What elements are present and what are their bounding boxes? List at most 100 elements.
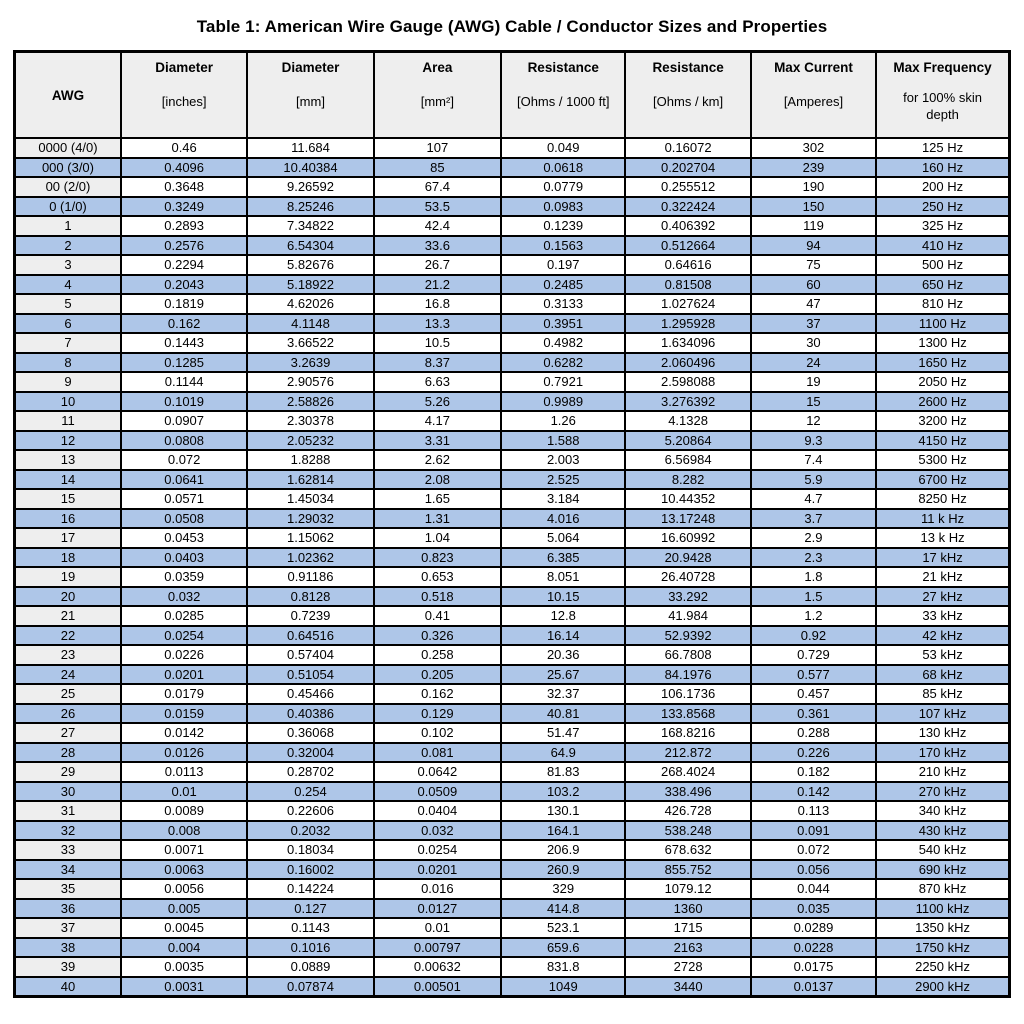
cell-resistance-km: 426.728 xyxy=(624,800,752,822)
cell-diameter-in: 0.032 xyxy=(119,585,249,607)
cell-resistance-km: 268.4024 xyxy=(624,761,752,783)
col-header-resistance-1000ft: Resistance [Ohms / 1000 ft] xyxy=(500,50,627,139)
cell-max-frequency: 125 Hz xyxy=(875,137,1011,159)
table-row: 18 0.0403 1.02362 0.823 6.385 20.9428 2.3 17 kH… xyxy=(13,546,1011,568)
cell-max-frequency: 270 kHz xyxy=(875,780,1011,802)
cell-max-current: 0.361 xyxy=(749,702,878,724)
cell-area: 0.258 xyxy=(372,644,503,666)
cell-diameter-mm: 4.1148 xyxy=(246,312,375,334)
table-row: 38 0.004 0.1016 0.00797 659.6 2163 0.0228 1750 … xyxy=(13,936,1011,958)
cell-diameter-in: 0.0907 xyxy=(119,410,249,432)
cell-resistance-1000ft: 2.525 xyxy=(500,468,627,490)
cell-diameter-mm: 0.254 xyxy=(246,780,375,802)
cell-max-frequency: 170 kHz xyxy=(875,741,1011,763)
cell-awg: 9 xyxy=(13,371,122,393)
cell-resistance-1000ft: 103.2 xyxy=(500,780,627,802)
cell-resistance-1000ft: 10.15 xyxy=(500,585,627,607)
col-header-resistance-km: Resistance [Ohms / km] xyxy=(624,50,752,139)
cell-resistance-1000ft: 0.2485 xyxy=(500,273,627,295)
cell-area: 0.0509 xyxy=(372,780,503,802)
col-header-unit: [Ohms / km] xyxy=(653,94,724,109)
header-row: AWG Diameter [inches] Diameter [mm] Area… xyxy=(13,50,1011,139)
cell-resistance-km: 338.496 xyxy=(624,780,752,802)
cell-max-frequency: 3200 Hz xyxy=(875,410,1011,432)
cell-max-current: 12 xyxy=(749,410,878,432)
cell-awg: 00 (2/0) xyxy=(13,176,122,198)
cell-max-frequency: 690 kHz xyxy=(875,858,1011,880)
cell-max-frequency: 5300 Hz xyxy=(875,449,1011,471)
table-row: 00 (2/0) 0.3648 9.26592 67.4 0.0779 0.255512 1… xyxy=(13,176,1011,198)
cell-resistance-1000ft: 8.051 xyxy=(500,566,627,588)
cell-resistance-1000ft: 20.36 xyxy=(500,644,627,666)
cell-area: 0.102 xyxy=(372,722,503,744)
cell-diameter-in: 0.162 xyxy=(119,312,249,334)
cell-max-frequency: 1350 kHz xyxy=(875,917,1011,939)
cell-diameter-in: 0.1285 xyxy=(119,351,249,373)
cell-awg: 18 xyxy=(13,546,122,568)
cell-max-frequency: 42 kHz xyxy=(875,624,1011,646)
cell-awg: 29 xyxy=(13,761,122,783)
cell-resistance-1000ft: 64.9 xyxy=(500,741,627,763)
cell-resistance-1000ft: 0.9989 xyxy=(500,390,627,412)
cell-awg: 37 xyxy=(13,917,122,939)
cell-diameter-in: 0.2294 xyxy=(119,254,249,276)
cell-max-current: 1.5 xyxy=(749,585,878,607)
cell-resistance-1000ft: 523.1 xyxy=(500,917,627,939)
cell-max-frequency: 870 kHz xyxy=(875,878,1011,900)
cell-awg: 12 xyxy=(13,429,122,451)
cell-max-current: 75 xyxy=(749,254,878,276)
cell-max-current: 0.091 xyxy=(749,819,878,841)
col-header-label: Resistance xyxy=(652,60,724,75)
cell-awg: 20 xyxy=(13,585,122,607)
cell-max-current: 0.056 xyxy=(749,858,878,880)
table-row: 29 0.0113 0.28702 0.0642 81.83 268.4024 0.182 2… xyxy=(13,761,1011,783)
cell-area: 0.326 xyxy=(372,624,503,646)
cell-resistance-1000ft: 32.37 xyxy=(500,683,627,705)
cell-resistance-km: 52.9392 xyxy=(624,624,752,646)
col-header-area: Area [mm²] xyxy=(372,50,503,139)
cell-max-frequency: 11 k Hz xyxy=(875,507,1011,529)
cell-resistance-km: 26.40728 xyxy=(624,566,752,588)
cell-resistance-1000ft: 0.0983 xyxy=(500,195,627,217)
cell-resistance-km: 3.276392 xyxy=(624,390,752,412)
cell-diameter-in: 0.0254 xyxy=(119,624,249,646)
table-row: 000 (3/0) 0.4096 10.40384 85 0.0618 0.202704 2… xyxy=(13,156,1011,178)
cell-awg: 5 xyxy=(13,293,122,315)
cell-resistance-km: 3440 xyxy=(624,975,752,998)
cell-area: 8.37 xyxy=(372,351,503,373)
cell-area: 0.0127 xyxy=(372,897,503,919)
cell-diameter-in: 0.0226 xyxy=(119,644,249,666)
cell-resistance-km: 1360 xyxy=(624,897,752,919)
cell-max-frequency: 1100 Hz xyxy=(875,312,1011,334)
cell-awg: 24 xyxy=(13,663,122,685)
cell-resistance-1000ft: 0.7921 xyxy=(500,371,627,393)
col-header-label: Diameter xyxy=(281,60,340,75)
cell-max-current: 7.4 xyxy=(749,449,878,471)
cell-resistance-1000ft: 659.6 xyxy=(500,936,627,958)
cell-resistance-km: 2.060496 xyxy=(624,351,752,373)
table-row: 12 0.0808 2.05232 3.31 1.588 5.20864 9.3 4150 H… xyxy=(13,429,1011,451)
cell-awg: 000 (3/0) xyxy=(13,156,122,178)
cell-resistance-1000ft: 0.3951 xyxy=(500,312,627,334)
cell-diameter-mm: 1.45034 xyxy=(246,488,375,510)
cell-resistance-1000ft: 0.0618 xyxy=(500,156,627,178)
cell-diameter-mm: 0.32004 xyxy=(246,741,375,763)
cell-area: 16.8 xyxy=(372,293,503,315)
cell-max-frequency: 210 kHz xyxy=(875,761,1011,783)
page-title: Table 1: American Wire Gauge (AWG) Cable… xyxy=(196,17,828,36)
cell-resistance-1000ft: 3.184 xyxy=(500,488,627,510)
table-row: 20 0.032 0.8128 0.518 10.15 33.292 1.5 27 kHz xyxy=(13,585,1011,607)
col-header-max-frequency: Max Frequency for 100% skin depth xyxy=(875,50,1011,139)
cell-awg: 28 xyxy=(13,741,122,763)
cell-diameter-in: 0.0045 xyxy=(119,917,249,939)
cell-awg: 11 xyxy=(13,410,122,432)
cell-max-frequency: 17 kHz xyxy=(875,546,1011,568)
cell-max-frequency: 1750 kHz xyxy=(875,936,1011,958)
cell-diameter-in: 0.0285 xyxy=(119,605,249,627)
cell-max-frequency: 430 kHz xyxy=(875,819,1011,841)
col-header-label: Area xyxy=(422,60,453,75)
cell-area: 26.7 xyxy=(372,254,503,276)
table-row: 7 0.1443 3.66522 10.5 0.4982 1.634096 30 1300 H… xyxy=(13,332,1011,354)
cell-diameter-in: 0.072 xyxy=(119,449,249,471)
table-row: 33 0.0071 0.18034 0.0254 206.9 678.632 0.072 54… xyxy=(13,839,1011,861)
